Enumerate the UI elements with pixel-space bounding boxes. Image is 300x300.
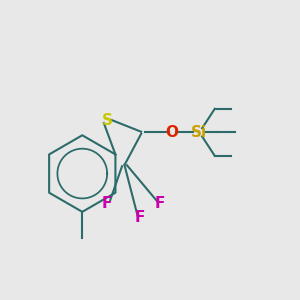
Text: F: F [155,196,166,211]
Text: F: F [134,210,145,225]
Text: F: F [102,196,112,211]
Text: S: S [102,113,113,128]
Text: O: O [166,125,178,140]
Text: Si: Si [190,125,207,140]
